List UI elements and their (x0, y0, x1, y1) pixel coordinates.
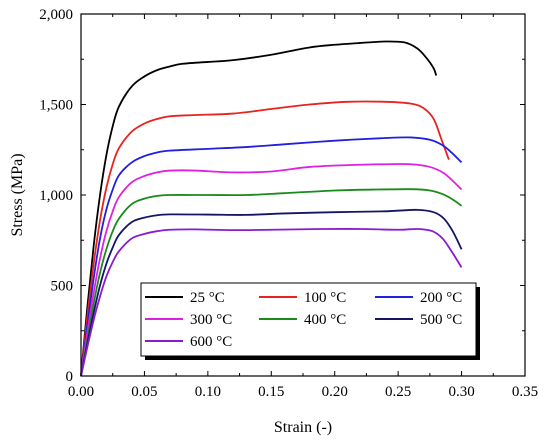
legend: 25 °C 100 °C 200 °C 300 °C 400 °C 500 °C 600 °… (140, 282, 480, 360)
y-tick-label: 0 (66, 369, 74, 385)
legend-label-2: 200 °C (420, 290, 462, 306)
y-axis-title: Stress (MPa) (9, 153, 26, 236)
x-tick-label: 0.20 (322, 384, 348, 400)
y-tick-label: 1,000 (39, 188, 73, 204)
series-line-2 (80, 136, 463, 377)
series-line-1 (80, 100, 450, 377)
y-tick-label: 500 (51, 279, 74, 295)
x-tick-label: 0.25 (385, 384, 411, 400)
x-tick-label: 0.15 (258, 384, 284, 400)
series-line-4 (80, 188, 463, 377)
legend-label-0: 25 °C (190, 290, 225, 306)
axes: 0.00 0.05 0.10 0.15 0.20 0.25 0.30 0.35 0 500 1,00… (39, 7, 538, 400)
x-tick-label: 0.10 (195, 384, 221, 400)
x-tick-label: 0.05 (131, 384, 157, 400)
legend-label-6: 600 °C (190, 334, 232, 350)
legend-box (140, 282, 477, 357)
y-tick-label: 2,000 (39, 7, 73, 23)
legend-label-1: 100 °C (304, 290, 346, 306)
x-tick-label: 0.30 (448, 384, 474, 400)
legend-label-5: 500 °C (420, 312, 462, 328)
x-axis-title: Strain (-) (274, 419, 332, 436)
series-line-0 (80, 40, 438, 377)
series-line-3 (80, 163, 463, 377)
x-tick-label: 0.35 (512, 384, 538, 400)
y-tick-label: 1,500 (39, 98, 73, 114)
curves-layer (80, 40, 463, 377)
series-line-6 (80, 228, 463, 377)
legend-label-3: 300 °C (190, 312, 232, 328)
legend-label-4: 400 °C (304, 312, 346, 328)
series-line-5 (80, 208, 463, 377)
x-tick-label: 0.00 (68, 384, 94, 400)
